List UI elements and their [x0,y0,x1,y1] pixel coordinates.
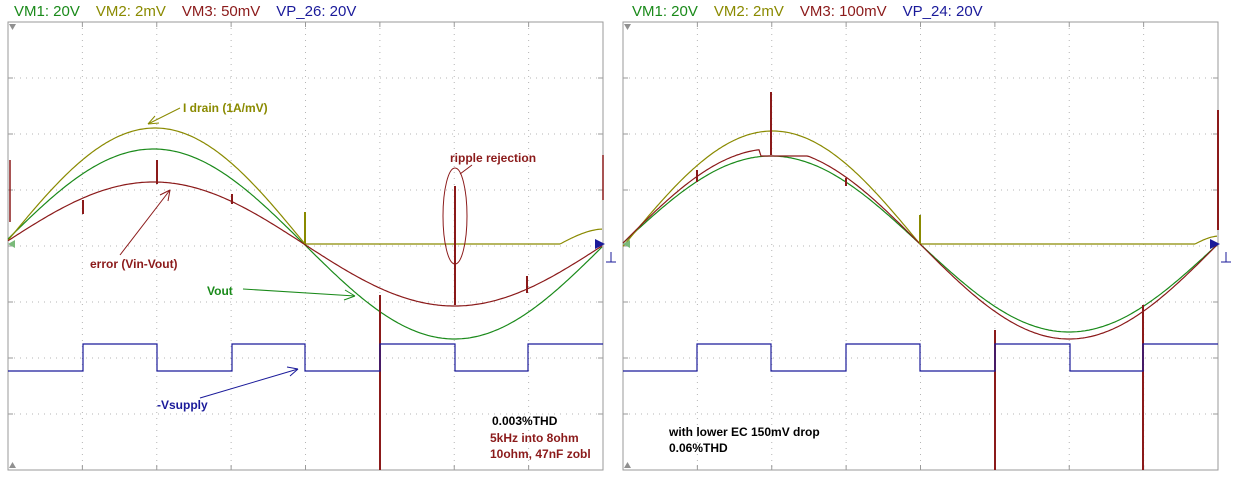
trace-idrain [622,130,1195,247]
left-channel-vm2: VM2: 2mV [95,2,166,20]
left-level-marker-icon [623,240,630,248]
ann-vsupply: -Vsupply [157,398,208,412]
ann-vout: Vout [207,284,233,298]
ann-i-drain: I drain (1A/mV) [183,101,268,115]
arrow-error [119,189,171,256]
arrow-i-drain [147,107,181,125]
ann-error: error (Vin-Vout) [90,257,178,271]
right-channel-vm2: VM2: 2mV [713,2,784,20]
arrow-vout [242,288,356,297]
ann-load: 5kHz into 8ohm [490,431,579,445]
trace-idrain-rise [1194,235,1218,245]
trace-idrain-rise [559,228,603,245]
trigger-marker-icon [9,24,16,30]
scope-frame [622,21,1219,471]
marker-bottom-icon [624,462,631,468]
channel-marker-icon [1210,239,1220,249]
trace-idrain [7,127,560,245]
right-channel-vm1: VM1: 20V [632,2,698,20]
arrow-vsupply [199,368,299,399]
left-channel-vm1: VM1: 20V [14,2,80,20]
arrowhead-error [159,189,171,202]
ann-zobel: 10ohm, 47nF zobl [490,447,591,461]
ann-thd-left: 0.003%THD [492,414,558,428]
arrowhead-vsupply [286,366,299,377]
trace-vsupply [623,343,1218,372]
channel-marker-icon [595,239,605,249]
arrow-ripple [459,164,473,175]
ripple-ellipse [442,167,468,265]
marker-bottom-icon [9,462,16,468]
ann-note-right: with lower EC 150mV drop [668,425,820,439]
trace-error [7,181,603,307]
right-channel-vp: VP_24: 20V [902,2,983,20]
left-channel-vp: VP_26: 20V [276,2,357,20]
left-channel-header: VM1: 20V VM2: 2mV VM3: 50mV VP_26: 20V [14,0,372,22]
right-scope-panel [622,21,1231,471]
right-channel-header: VM1: 20V VM2: 2mV VM3: 100mV VP_24: 20V [632,0,999,22]
arrowhead-i-drain [147,115,160,125]
left-level-marker-icon [8,240,15,248]
right-channel-vm3: VM3: 100mV [799,2,887,20]
left-channel-vm3: VM3: 50mV [181,2,261,20]
left-scope-panel [7,21,616,471]
trigger-marker-icon [624,24,631,30]
trace-vsupply [8,343,603,372]
ann-thd-right: 0.06%THD [669,441,728,455]
arrowhead-vout [343,289,356,301]
ann-ripple: ripple rejection [450,151,536,165]
